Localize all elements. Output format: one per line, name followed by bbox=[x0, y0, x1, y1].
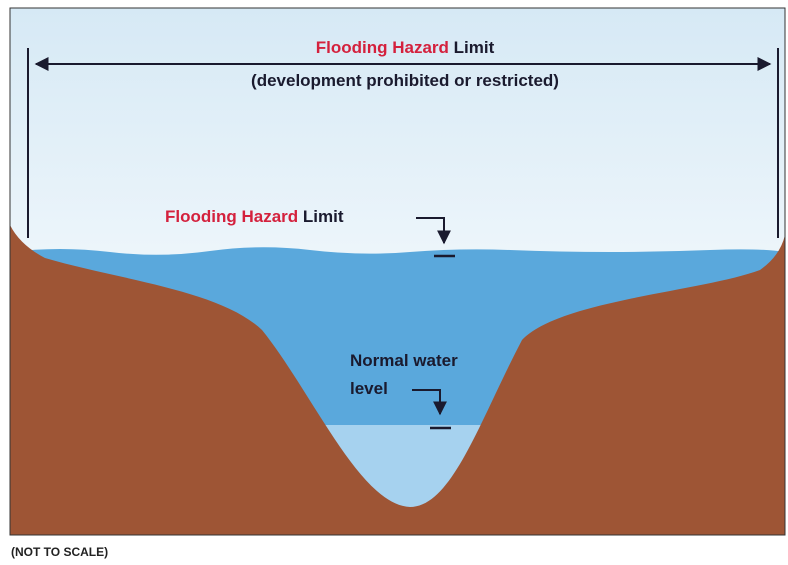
diagram: Flooding Hazard Limit (development prohi… bbox=[0, 0, 788, 565]
top-label-rest: Limit bbox=[454, 38, 495, 57]
level-label: Flooding Hazard Limit bbox=[165, 207, 344, 226]
normal-label-2: level bbox=[350, 379, 388, 398]
top-label-highlight: Flooding Hazard bbox=[316, 38, 449, 57]
normal-label-1: Normal water bbox=[350, 351, 458, 370]
level-label-rest: Limit bbox=[303, 207, 344, 226]
top-label-note: (development prohibited or restricted) bbox=[251, 71, 559, 90]
footnote: (NOT TO SCALE) bbox=[11, 545, 108, 559]
level-label-highlight: Flooding Hazard bbox=[165, 207, 298, 226]
top-label: Flooding Hazard Limit bbox=[316, 38, 495, 57]
